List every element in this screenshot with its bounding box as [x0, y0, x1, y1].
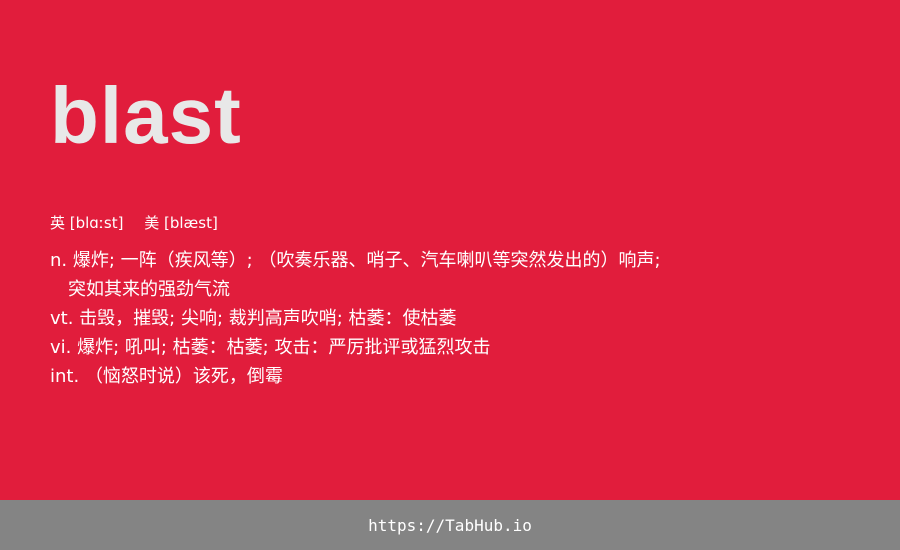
definition-line: 突如其来的强劲气流 — [50, 275, 850, 304]
definition-text: 爆炸; 吼叫; 枯萎：枯萎; 攻击：严厉批评或猛烈攻击 — [77, 337, 491, 358]
phonetic-us: 美 [blæst] — [144, 214, 218, 232]
footer-url-link[interactable]: https://TabHub.io — [368, 515, 532, 535]
headword: blast — [50, 71, 242, 160]
definition-line: n. 爆炸; 一阵（疾风等）; （吹奏乐器、哨子、汽车喇叭等突然发出的）响声; — [50, 246, 850, 275]
definitions-list: n. 爆炸; 一阵（疾风等）; （吹奏乐器、哨子、汽车喇叭等突然发出的）响声; … — [50, 246, 850, 391]
definition-line: vi. 爆炸; 吼叫; 枯萎：枯萎; 攻击：严厉批评或猛烈攻击 — [50, 333, 850, 362]
definition-line: int. （恼怒时说）该死，倒霉 — [50, 362, 850, 391]
part-of-speech: n. — [50, 250, 68, 271]
footer-bar: https://TabHub.io — [0, 500, 900, 550]
definition-text: 击毁，摧毁; 尖响; 裁判高声吹哨; 枯萎：使枯萎 — [79, 308, 457, 329]
part-of-speech: vi. — [50, 337, 72, 358]
part-of-speech: vt. — [50, 308, 74, 329]
definition-text: （恼怒时说）该死，倒霉 — [84, 366, 283, 387]
phonetics: 英 [blɑːst] 美 [blæst] — [50, 213, 218, 233]
definition-line: vt. 击毁，摧毁; 尖响; 裁判高声吹哨; 枯萎：使枯萎 — [50, 304, 850, 333]
definition-text: 突如其来的强劲气流 — [68, 279, 230, 300]
phonetic-uk: 英 [blɑːst] — [50, 214, 124, 232]
word-card: blast 英 [blɑːst] 美 [blæst] n. 爆炸; 一阵（疾风等… — [0, 0, 900, 500]
definition-text: 爆炸; 一阵（疾风等）; （吹奏乐器、哨子、汽车喇叭等突然发出的）响声; — [72, 250, 661, 271]
part-of-speech: int. — [50, 366, 80, 387]
